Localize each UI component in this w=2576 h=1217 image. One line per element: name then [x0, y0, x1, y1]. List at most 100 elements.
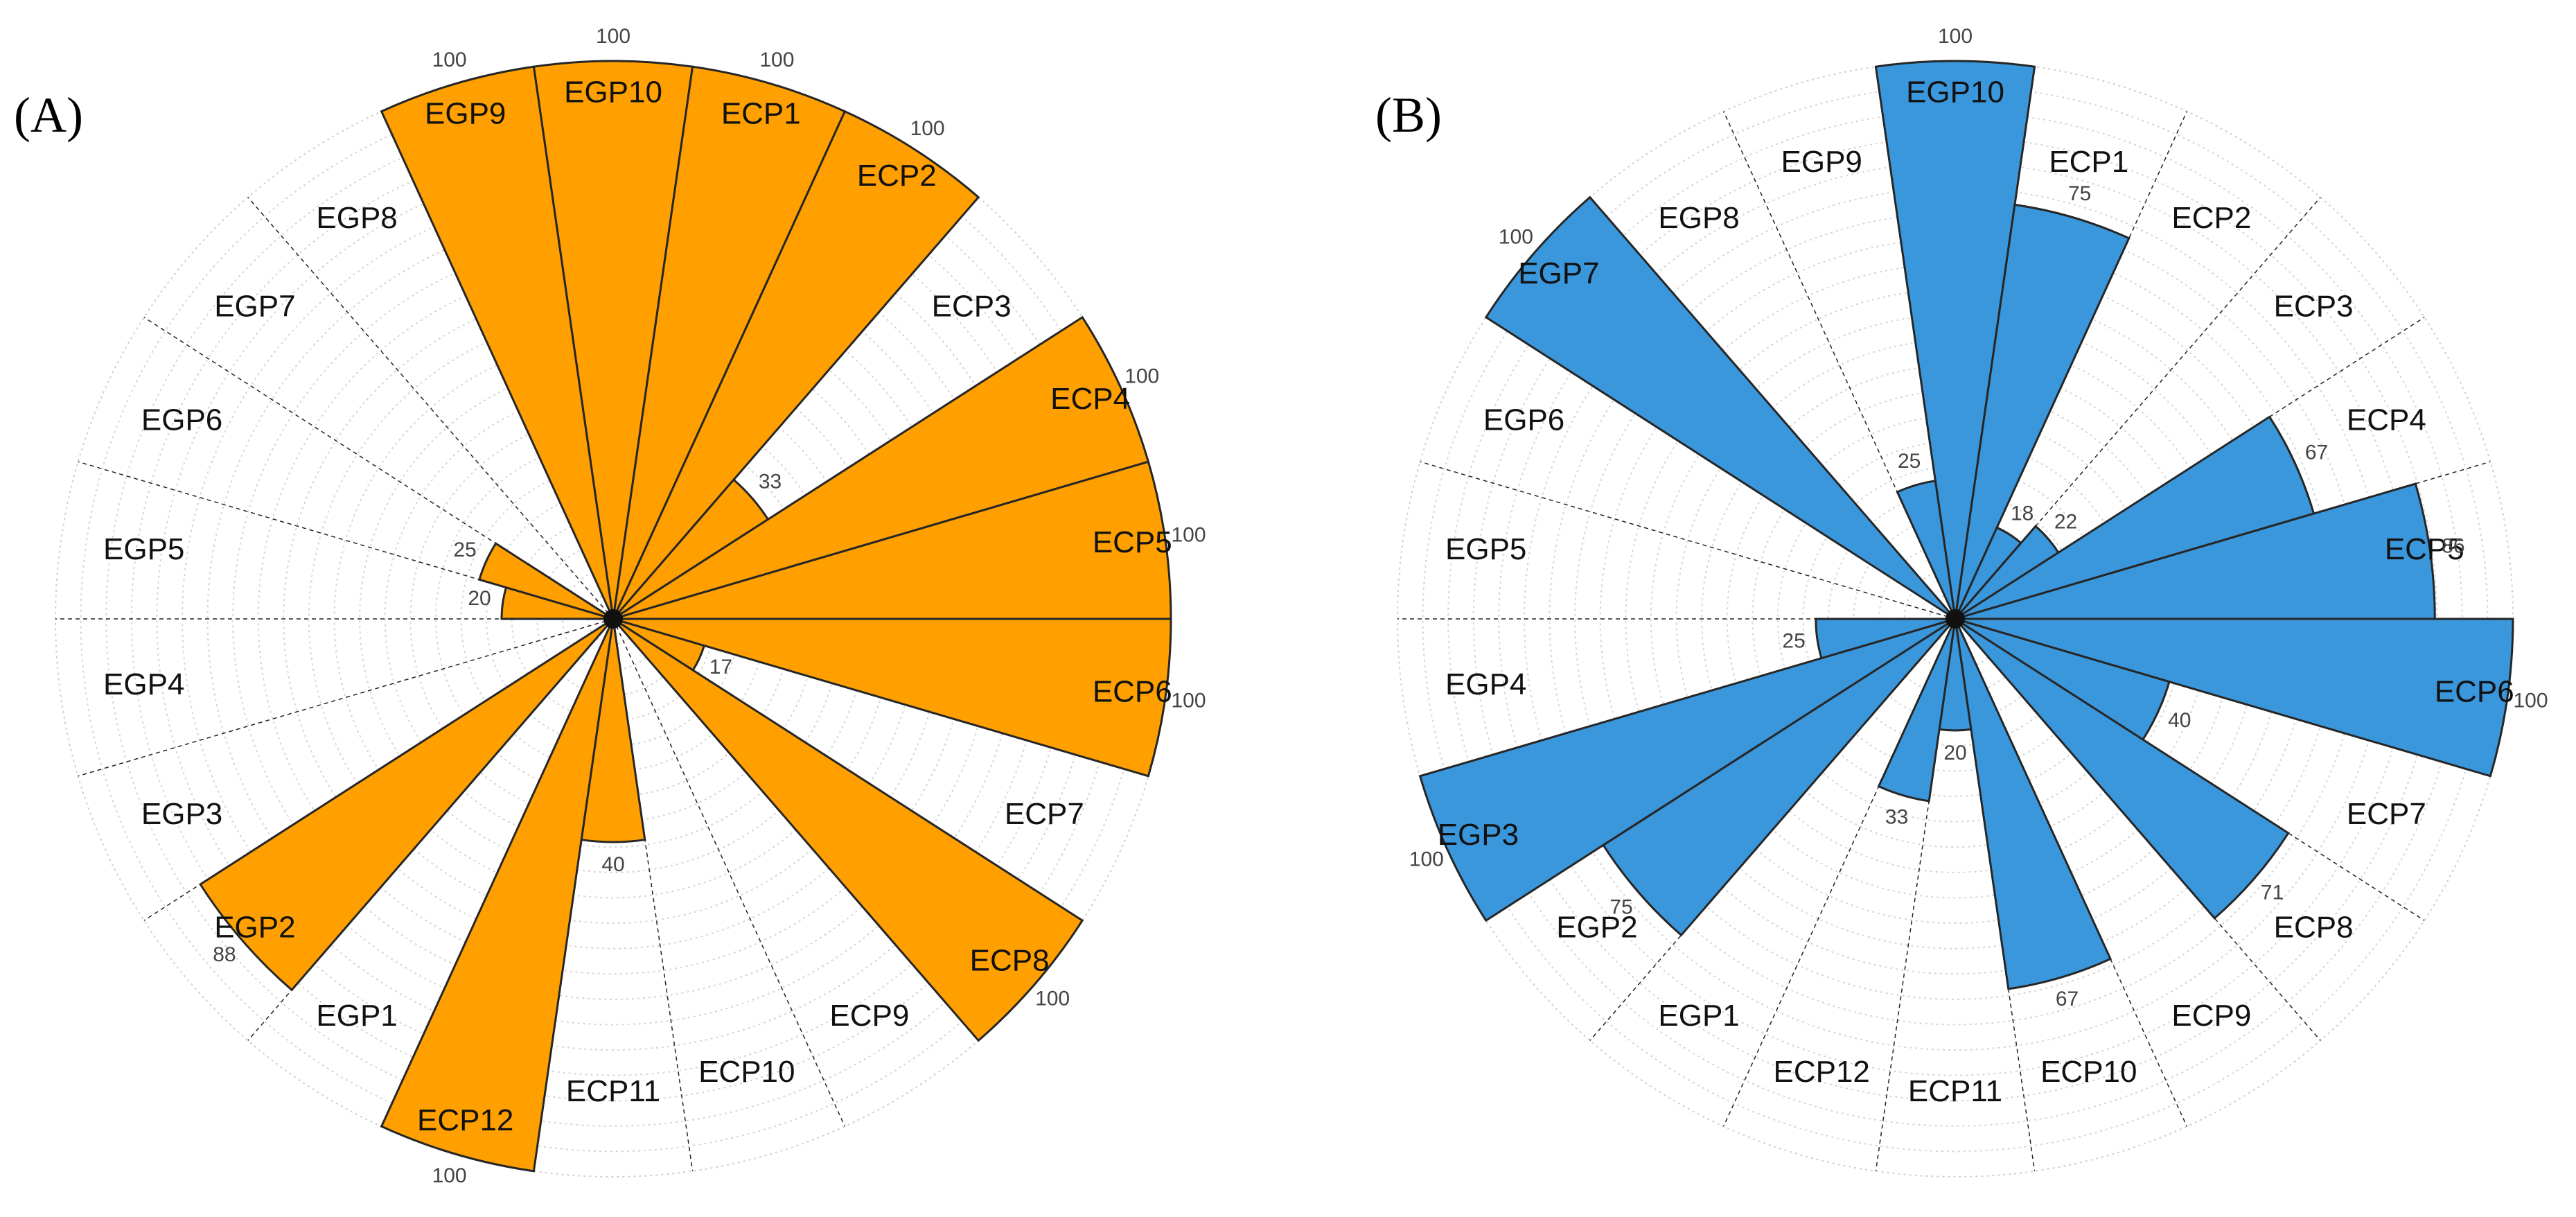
bar-egp6 — [478, 542, 614, 620]
category-label: ECP8 — [970, 943, 1050, 977]
category-label: EGP8 — [1658, 201, 1739, 235]
category-label: ECP1 — [721, 96, 801, 130]
category-label: EGP6 — [141, 403, 222, 437]
value-labels: 100 100 100 33 100 100 100 17 100 40 100 88 20 25 100 — [213, 25, 1206, 1187]
category-label: ECP5 — [2385, 532, 2464, 566]
bar-ecp5 — [1955, 482, 2436, 620]
center-hub — [1946, 609, 1965, 629]
value-label: 71 — [2261, 882, 2284, 904]
value-label: 100 — [759, 49, 794, 71]
value-label: 100 — [1124, 365, 1159, 387]
category-label: EGP9 — [1781, 145, 1862, 179]
value-label: 100 — [432, 1164, 467, 1187]
sector-spoke — [247, 197, 614, 620]
bar-ecp1 — [612, 65, 847, 620]
category-label: ECP11 — [1908, 1074, 2002, 1108]
category-labels: EGP10 ECP1 ECP2 ECP3 ECP4 ECP5 ECP6 ECP7 ECP8 ECP… — [103, 76, 1172, 1137]
bar-egp9 — [380, 65, 615, 620]
category-label: ECP11 — [566, 1074, 660, 1108]
value-label: 100 — [1035, 987, 1070, 1010]
category-label: EGP3 — [141, 797, 222, 831]
category-label: EGP3 — [1438, 818, 1519, 852]
panel-label: (A) — [14, 87, 83, 143]
value-label: 100 — [2513, 689, 2548, 712]
bars — [1418, 60, 2514, 990]
value-label: 67 — [2305, 441, 2328, 464]
bar-egp10 — [1874, 60, 2036, 620]
category-label: EGP4 — [103, 667, 184, 701]
bar-ecp12 — [1877, 618, 1957, 803]
category-label: ECP5 — [1093, 525, 1172, 559]
category-label: ECP3 — [932, 290, 1012, 324]
bar-egp10 — [532, 60, 694, 620]
bar-egp9 — [1896, 480, 1957, 620]
category-label: EGP7 — [214, 290, 295, 324]
value-label: 67 — [2056, 988, 2079, 1010]
category-label: EGP2 — [214, 911, 295, 945]
value-label: 33 — [1885, 805, 1908, 828]
value-label: 100 — [1938, 25, 1973, 48]
center-hub — [603, 609, 623, 629]
category-label: EGP1 — [316, 999, 397, 1033]
category-label: ECP10 — [698, 1055, 795, 1089]
category-label: EGP9 — [425, 96, 506, 130]
value-label: 25 — [1898, 450, 1921, 473]
category-label: ECP10 — [2040, 1055, 2137, 1089]
value-label: 100 — [432, 49, 467, 71]
value-label: 100 — [910, 117, 945, 140]
bar-egp7 — [1484, 195, 1957, 620]
category-label: EGP10 — [564, 76, 662, 110]
category-label: EGP1 — [1658, 999, 1739, 1033]
category-label: ECP9 — [829, 999, 909, 1033]
category-label: ECP3 — [2274, 290, 2354, 324]
bar-ecp2 — [612, 110, 980, 620]
category-label: EGP5 — [103, 532, 184, 566]
bar-ecp4 — [612, 315, 1150, 620]
category-label: ECP4 — [2347, 403, 2426, 437]
value-label: 25 — [1782, 629, 1805, 652]
category-label: ECP12 — [1773, 1055, 1869, 1089]
category-label: ECP4 — [1050, 382, 1130, 416]
value-label: 22 — [2054, 511, 2077, 534]
category-label: EGP4 — [1445, 667, 1526, 701]
bar-egp2 — [1602, 618, 1957, 937]
bar-ecp1 — [1954, 203, 2131, 620]
polar-chart-b: (B) EGP10 ECP1 ECP2 ECP3 ECP4 ECP5 ECP6 ECP7 ECP8… — [1375, 25, 2548, 1177]
bar-ecp8 — [1954, 618, 2290, 920]
category-label: ECP12 — [417, 1103, 513, 1137]
value-label: 40 — [601, 853, 624, 876]
value-label: 25 — [453, 539, 476, 561]
category-label: ECP2 — [857, 159, 937, 193]
category-label: EGP7 — [1518, 256, 1599, 290]
bar-ecp8 — [612, 618, 1084, 1042]
category-label: ECP1 — [2049, 145, 2128, 179]
category-label: ECP6 — [2435, 674, 2514, 708]
bar-ecp5 — [612, 460, 1172, 620]
value-label: 100 — [596, 25, 630, 48]
category-labels: EGP10 ECP1 ECP2 ECP3 ECP4 ECP5 ECP6 ECP7 ECP8 ECP… — [1438, 76, 2514, 1108]
bar-egp3 — [1418, 618, 1956, 922]
bar-egp2 — [199, 618, 615, 992]
bar-ecp10 — [1954, 618, 2112, 990]
category-label: EGP6 — [1483, 403, 1564, 437]
category-label: ECP8 — [2274, 911, 2354, 945]
category-label: ECP7 — [2347, 797, 2426, 831]
value-label: 18 — [2011, 502, 2034, 525]
bar-ecp6 — [612, 618, 1172, 778]
value-label: 100 — [1409, 848, 1444, 870]
sector-spoke — [612, 618, 846, 1127]
category-label: EGP8 — [316, 201, 397, 235]
category-label: ECP7 — [1005, 797, 1084, 831]
bar-ecp6 — [1955, 618, 2514, 778]
category-label: ECP2 — [2171, 201, 2251, 235]
value-label: 20 — [1943, 742, 1966, 764]
value-labels: 100 75 18 22 67 86 100 40 71 67 20 33 75 100 25 100 25 — [1409, 25, 2548, 1010]
bar-ecp12 — [380, 618, 615, 1173]
panel-label: (B) — [1375, 87, 1442, 143]
polar-chart-a: (A) EGP10 ECP1 ECP2 ECP3 ECP4 ECP5 ECP6 ECP7 ECP8… — [14, 25, 1206, 1187]
value-label: 88 — [213, 943, 236, 966]
category-label: EGP2 — [1556, 911, 1637, 945]
value-label: 100 — [1499, 226, 1533, 249]
value-label: 100 — [1171, 689, 1206, 712]
